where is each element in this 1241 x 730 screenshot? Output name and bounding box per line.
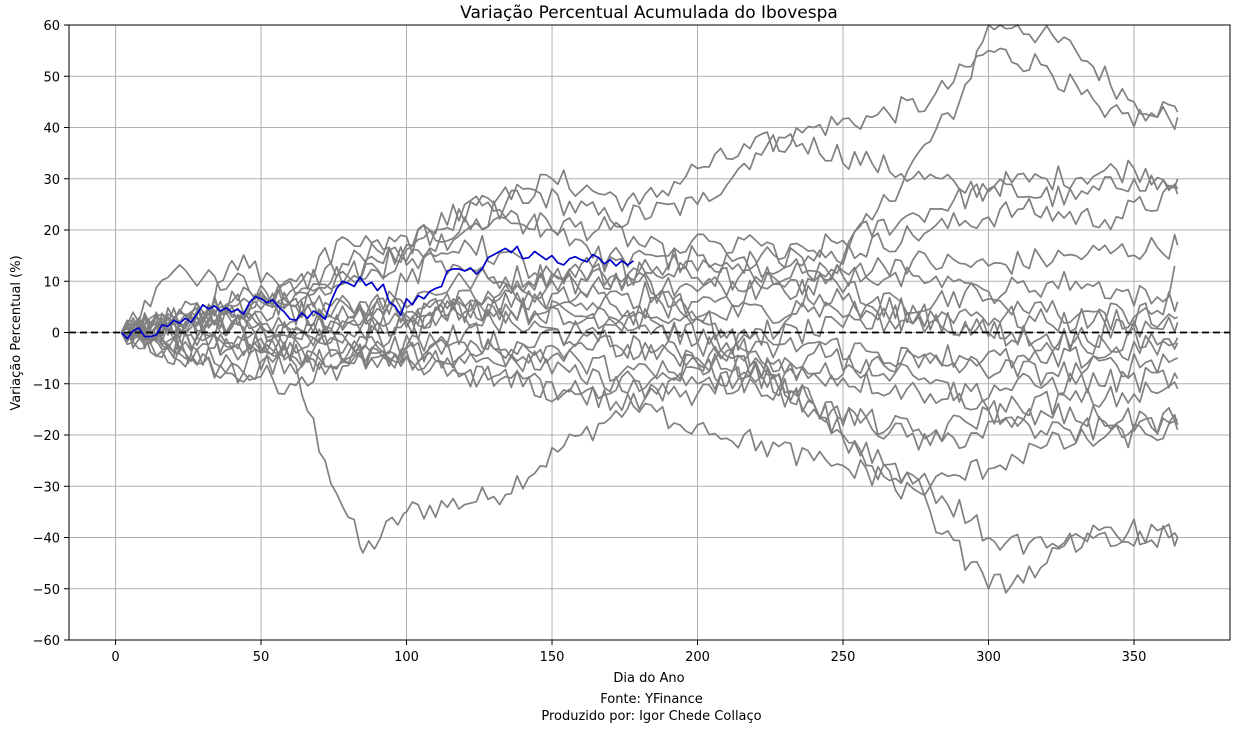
y-tick-label-10: 40	[43, 122, 60, 137]
y-tick-label-7: 10	[43, 275, 60, 290]
y-ticks: −60 −50 −40 −30 −20 −10 0 10 20 30 40 50 60	[33, 19, 69, 649]
y-tick-label-5: −10	[33, 378, 60, 393]
footer-source: Fonte: YFinance	[600, 692, 703, 707]
plot-frame	[68, 24, 1231, 641]
x-ticks: 0 50 100 150 200 250 300 350	[111, 640, 1146, 665]
series-history-19	[120, 324, 1178, 443]
y-tick-label-2: −40	[33, 532, 60, 547]
chart-title: Variação Percentual Acumulada do Ibovesp…	[460, 3, 838, 23]
y-tick-label-6: 0	[52, 327, 60, 342]
x-tick-label-250: 250	[831, 650, 856, 665]
series-history-10	[120, 307, 1178, 387]
footer-author: Produzido por: Igor Chede Collaço	[541, 709, 762, 724]
series-current-year	[120, 245, 634, 340]
x-axis-label: Dia do Ano	[613, 671, 684, 686]
y-tick-label-3: −30	[33, 480, 60, 495]
series-history-5	[120, 233, 1179, 344]
y-tick-label-1: −50	[33, 583, 60, 598]
x-tick-label-100: 100	[394, 650, 419, 665]
y-tick-label-12: 60	[43, 19, 60, 34]
series-history-7	[121, 291, 1179, 359]
series-history-11	[120, 322, 1179, 405]
series-history-4	[120, 184, 1179, 354]
series-history-14	[120, 324, 1179, 497]
x-tick-label-150: 150	[540, 650, 565, 665]
x-tick-label-200: 200	[685, 650, 710, 665]
series-history-12	[120, 326, 1179, 442]
x-tick-label-0: 0	[111, 650, 119, 665]
y-tick-label-9: 30	[43, 173, 60, 188]
series-history-17	[120, 233, 1179, 355]
y-tick-label-0: −60	[33, 634, 60, 649]
y-tick-label-8: 20	[43, 224, 60, 239]
y-axis-label: Variação Percentual (%)	[9, 255, 24, 410]
y-tick-label-11: 50	[43, 70, 60, 85]
y-tick-label-4: −20	[33, 429, 60, 444]
x-tick-label-50: 50	[253, 650, 270, 665]
series-history-2	[120, 131, 1179, 340]
series-history-16	[120, 235, 1179, 555]
series-history-6	[121, 258, 1176, 343]
series-history-3	[120, 174, 1179, 337]
x-tick-label-300: 300	[976, 650, 1001, 665]
x-tick-label-350: 350	[1122, 650, 1147, 665]
